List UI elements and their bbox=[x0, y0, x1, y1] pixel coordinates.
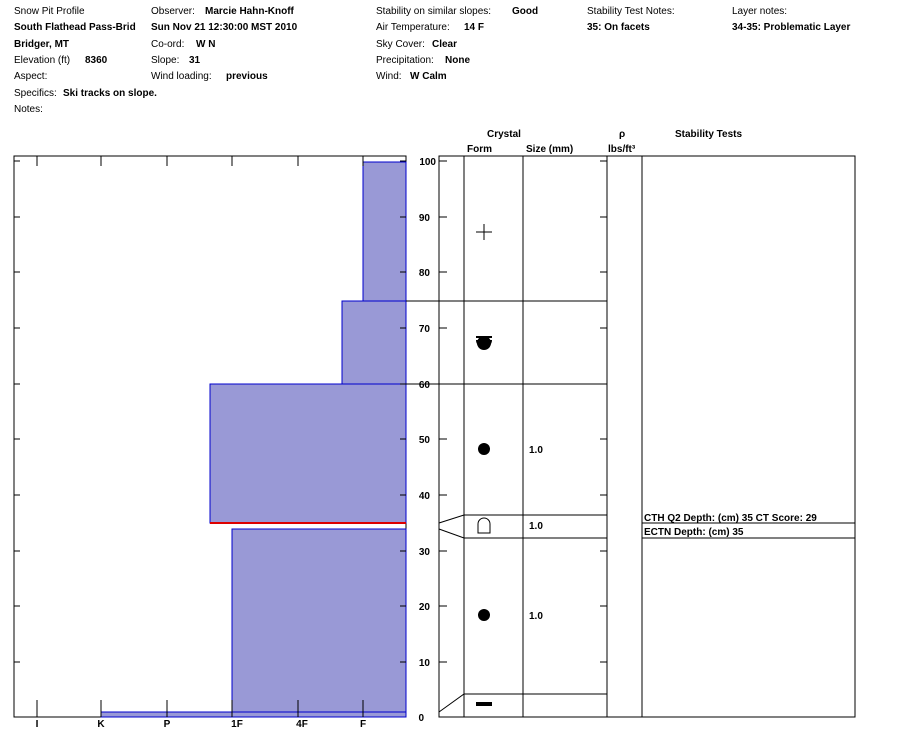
depth-label: 20 bbox=[419, 602, 431, 613]
depth-hoar-icon bbox=[477, 517, 491, 534]
depth-label: 40 bbox=[419, 491, 431, 502]
hardness-label: I bbox=[36, 719, 39, 730]
air-temp-value: 14 F bbox=[464, 22, 485, 33]
layer-notes-label: Layer notes: bbox=[732, 6, 788, 17]
location: South Flathead Pass-Brid bbox=[14, 22, 136, 33]
wind-label: Wind: bbox=[376, 71, 402, 82]
layer-1f-lower bbox=[231, 528, 407, 713]
rounded-grains-icon bbox=[478, 609, 490, 621]
hardness-bottom-ticks bbox=[36, 700, 364, 717]
precip-label: Precipitation: bbox=[376, 55, 434, 66]
depth-label: 70 bbox=[419, 324, 431, 335]
depth-label: 0 bbox=[418, 713, 424, 724]
layer-k-base bbox=[100, 711, 407, 718]
aspect-label: Aspect: bbox=[14, 71, 48, 82]
slope-value: 31 bbox=[189, 55, 201, 66]
coord-label: Co-ord: bbox=[151, 39, 185, 50]
air-temp-label: Air Temperature: bbox=[376, 22, 450, 33]
hardness-label: P bbox=[164, 719, 171, 730]
depth-label: 50 bbox=[419, 435, 431, 446]
region: Bridger, MT bbox=[14, 39, 70, 50]
sky-value: Clear bbox=[432, 39, 458, 50]
ice-crust-icon bbox=[476, 702, 492, 706]
crystal-sizes: 1.0 1.0 1.0 bbox=[529, 445, 543, 622]
coord-value: W N bbox=[196, 39, 216, 50]
elevation-label: Elevation (ft) bbox=[14, 55, 71, 66]
slope-label: Slope: bbox=[151, 55, 180, 66]
depth-label: 60 bbox=[419, 380, 431, 391]
specifics-value: Ski tracks on slope. bbox=[63, 88, 157, 99]
stability-tests-header: Stability Tests bbox=[675, 129, 743, 140]
stability-test-result: ECTN Depth: (cm) 35 bbox=[644, 527, 744, 538]
observation-datetime: Sun Nov 21 12:30:00 MST 2010 bbox=[151, 22, 298, 33]
crystal-header: Crystal bbox=[487, 129, 521, 140]
depth-label: 100 bbox=[419, 157, 436, 168]
depth-label: 30 bbox=[419, 547, 431, 558]
rounded-grains-icon bbox=[478, 443, 490, 455]
hardness-side-ticks bbox=[14, 160, 406, 663]
rounded-faceted-icon bbox=[476, 336, 492, 350]
wind-loading-label: Wind loading: bbox=[151, 71, 212, 82]
layer-f-plus bbox=[341, 300, 407, 385]
hardness-label: 4F bbox=[296, 719, 308, 730]
wind-value: W Calm bbox=[410, 71, 447, 82]
stability-test-results: CTH Q2 Depth: (cm) 35 CT Score: 29 ECTN … bbox=[644, 513, 817, 538]
hardness-label: K bbox=[97, 719, 105, 730]
layer-1f-upper bbox=[209, 383, 407, 524]
rho-header: ρ bbox=[619, 129, 626, 140]
specifics-label: Specifics: bbox=[14, 88, 57, 99]
form-header: Form bbox=[467, 144, 492, 155]
wind-loading-value: previous bbox=[226, 71, 268, 82]
stability-test-notes-label: Stability Test Notes: bbox=[587, 6, 675, 17]
sky-label: Sky Cover: bbox=[376, 39, 425, 50]
depth-label: 90 bbox=[419, 213, 431, 224]
layer-boundaries bbox=[406, 300, 607, 713]
precip-value: None bbox=[445, 55, 470, 66]
stability-test-notes-value: 35: On facets bbox=[587, 22, 650, 33]
size-header: Size (mm) bbox=[526, 144, 574, 155]
notes-label: Notes: bbox=[14, 104, 43, 115]
layer-notes-value: 34-35: Problematic Layer bbox=[732, 22, 851, 33]
precipitation-particles-icon bbox=[476, 224, 492, 240]
layer-table-columns bbox=[463, 156, 643, 717]
depth-label: 10 bbox=[419, 658, 431, 669]
hardness-top-ticks bbox=[36, 156, 364, 166]
observer-label: Observer: bbox=[151, 6, 195, 17]
stability-test-result: CTH Q2 Depth: (cm) 35 CT Score: 29 bbox=[644, 513, 817, 524]
hardness-label: F bbox=[360, 719, 366, 730]
depth-axis-labels: 100 90 80 70 60 50 40 30 20 10 0 bbox=[418, 157, 436, 724]
table-depth-ticks bbox=[439, 160, 607, 663]
hardness-layers bbox=[100, 161, 407, 718]
hardness-axis-labels: I K P 1F 4F F bbox=[36, 719, 366, 730]
elevation-value: 8360 bbox=[85, 55, 108, 66]
stability-value: Good bbox=[512, 6, 539, 17]
crystal-size: 1.0 bbox=[529, 445, 543, 456]
layer-f-top bbox=[362, 161, 407, 302]
layer-table-frame bbox=[438, 155, 856, 718]
depth-label: 80 bbox=[419, 268, 431, 279]
stability-label: Stability on similar slopes: bbox=[376, 6, 492, 17]
crystal-size: 1.0 bbox=[529, 611, 543, 622]
observer-value: Marcie Hahn-Knoff bbox=[205, 6, 294, 17]
density-unit-header: lbs/ft³ bbox=[608, 144, 636, 155]
crystal-size: 1.0 bbox=[529, 521, 543, 532]
hardness-label: 1F bbox=[231, 719, 243, 730]
page-title: Snow Pit Profile bbox=[14, 6, 85, 17]
